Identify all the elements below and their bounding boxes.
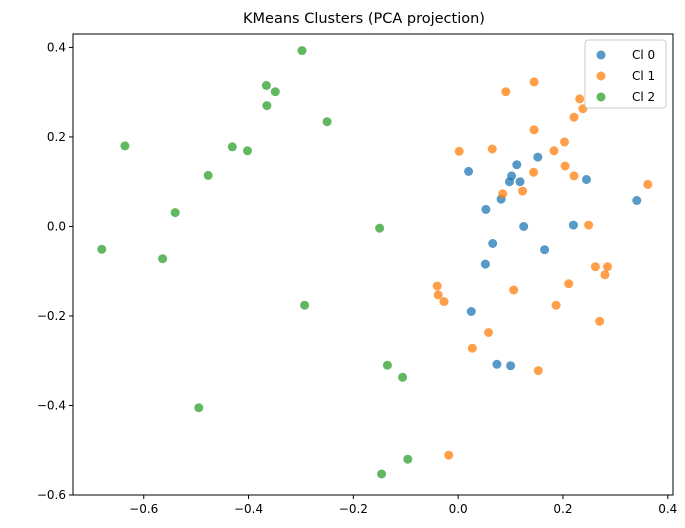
scatter-point-cl0-9 [568,220,578,230]
scatter-point-cl1-6 [560,137,569,147]
scatter-point-cl0-17 [506,361,516,371]
x-tick-label: −0.6 [129,502,158,516]
x-axis: −0.6 −0.4 −0.2 0.0 0.2 0.4 [129,495,677,516]
scatter-point-cl0-13 [540,245,550,255]
x-tick-label: 0.2 [553,502,572,516]
scatter-point-cl1-13 [643,179,653,189]
scatter-point-cl2-1 [261,81,271,90]
scatter-point-cl0-11 [632,196,642,205]
legend-label: Cl 1 [632,69,655,83]
scatter-point-cl0-15 [466,307,476,316]
scatter-point-cl2-16 [194,403,204,413]
y-tick-label: 0.4 [47,40,66,54]
points-layer [97,46,653,479]
scatter-point-cl2-2 [270,87,280,97]
scatter-point-cl2-5 [120,141,130,151]
scatter-point-cl1-17 [590,262,600,272]
scatter-point-cl1-29 [533,366,543,376]
scatter-point-cl0-4 [515,177,525,187]
scatter-point-cl1-26 [595,316,605,326]
chart-title: KMeans Clusters (PCA projection) [243,11,485,27]
scatter-point-cl2-0 [297,46,307,56]
scatter-point-cl2-17 [403,454,413,464]
legend-box [584,39,667,109]
scatter-point-cl0-3 [512,160,522,170]
y-tick-label: 0.0 [47,219,66,233]
y-tick-label: −0.4 [37,398,66,412]
scatter-point-cl2-14 [382,360,392,370]
legend-marker [596,50,606,60]
scatter-point-cl1-20 [564,279,574,289]
scatter-point-cl1-2 [575,94,585,104]
scatter-point-cl1-8 [454,146,464,156]
scatter-point-cl1-16 [584,220,594,230]
scatter-point-cl2-6 [227,142,237,152]
scatter-point-cl1-28 [467,343,477,353]
scatter-point-cl1-22 [433,290,443,300]
scatter-point-cl1-0 [529,77,539,87]
scatter-point-cl1-1 [501,87,511,97]
scatter-point-cl2-9 [170,208,180,218]
scatter-point-cl1-27 [484,328,493,337]
y-tick-label: 0.2 [47,130,66,144]
scatter-point-cl2-12 [158,254,168,264]
scatter-point-cl0-16 [492,359,502,369]
y-tick-label: −0.2 [37,309,66,323]
scatter-point-cl1-23 [509,285,519,295]
scatter-point-cl0-2 [507,171,517,181]
scatter-point-cl1-14 [518,186,528,196]
scatter-point-cl0-10 [582,175,591,184]
legend: Cl 0 Cl 1 Cl 2 [584,39,667,109]
scatter-point-cl1-10 [560,161,570,171]
scatter-point-cl2-11 [97,244,107,254]
scatter-point-cl1-25 [551,300,561,310]
axes-frame [72,33,674,496]
scatter-point-cl1-7 [487,144,497,154]
scatter-point-cl2-18 [377,469,387,479]
scatter-point-cl1-12 [569,171,579,181]
scatter-point-cl2-3 [262,101,272,111]
scatter-point-cl1-9 [549,146,559,156]
scatter-point-cl2-7 [243,146,252,156]
scatter-point-cl0-0 [464,166,474,176]
scatter-point-cl0-14 [480,259,490,269]
scatter-point-cl1-24 [439,297,449,307]
scatter-point-cl0-7 [481,204,491,214]
scatter-point-cl2-15 [398,372,408,382]
y-tick-label: −0.6 [37,488,66,502]
x-tick-label: −0.4 [234,502,263,516]
scatter-point-cl2-13 [300,300,310,310]
scatter-point-cl2-10 [375,223,385,233]
scatter-point-cl1-15 [498,189,508,199]
x-tick-label: 0.4 [658,502,677,516]
scatter-point-cl2-8 [203,170,213,180]
scatter-point-cl0-12 [488,239,498,248]
legend-label: Cl 0 [632,48,655,62]
scatter-point-cl1-21 [432,281,442,291]
scatter-point-cl2-4 [322,117,332,127]
legend-marker [596,71,606,81]
scatter-point-cl1-19 [600,270,610,280]
scatter-point-cl1-18 [603,262,612,272]
scatter-point-cl0-8 [519,222,529,231]
legend-label: Cl 2 [632,90,655,104]
x-tick-label: −0.2 [339,502,368,516]
scatter-point-cl1-4 [569,112,579,122]
scatter-point-cl1-5 [529,125,539,135]
scatter-point-cl1-11 [529,167,539,177]
scatter-point-cl1-30 [444,450,454,460]
y-axis: −0.6 −0.4 −0.2 0.0 0.2 0.4 [37,40,73,502]
legend-marker [596,92,606,102]
scatter-point-cl0-5 [533,152,543,162]
x-tick-label: 0.0 [449,502,468,516]
